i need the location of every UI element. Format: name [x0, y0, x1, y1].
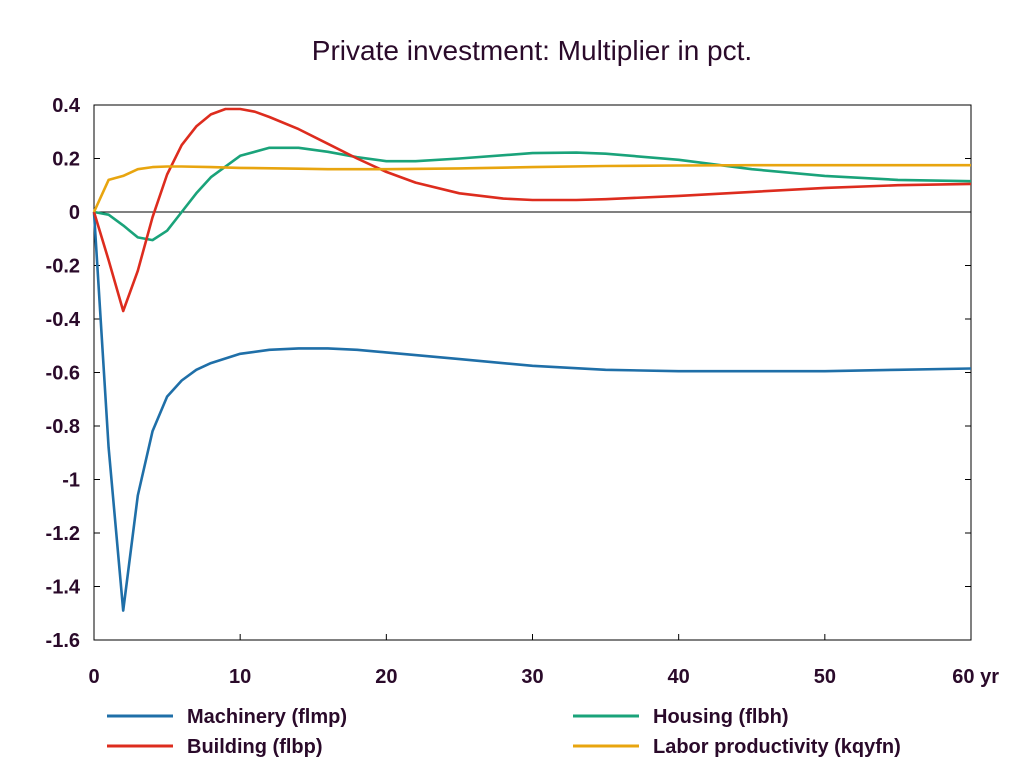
y-tick-label: -0.4 — [46, 309, 81, 331]
x-tick-label: 60 yr — [952, 666, 999, 688]
y-tick-label: -0.6 — [46, 363, 80, 385]
x-tick-label: 0 — [88, 666, 99, 688]
x-tick-label: 40 — [668, 666, 690, 688]
series-line — [92, 107, 972, 313]
y-tick-label: 0 — [69, 202, 80, 224]
x-tick-label: 10 — [229, 666, 251, 688]
series-line — [92, 211, 972, 612]
series-line — [93, 146, 972, 242]
legend-label: Machinery (flmp) — [187, 706, 347, 728]
x-tick-label: 50 — [814, 666, 836, 688]
chart-title: Private investment: Multiplier in pct. — [312, 35, 752, 66]
y-tick-label: -1.2 — [46, 523, 80, 545]
plot-area: 0.4 0.2 0 -0.2 -0.4 -0.6 -0.8 -1 -1.2 -1.4 -1.6 0 10… — [46, 95, 1000, 688]
plot-frame — [93, 104, 972, 641]
y-tick-label: -0.2 — [46, 256, 80, 278]
series-line — [92, 163, 971, 213]
y-tick-label: -0.8 — [46, 416, 80, 438]
y-tick-label: -1.6 — [46, 630, 80, 652]
legend-label: Labor productivity (kqyfn) — [653, 736, 901, 758]
y-tick-label: 0.2 — [52, 149, 80, 171]
x-tick-label: 30 — [521, 666, 543, 688]
y-tick-label: -1 — [62, 470, 80, 492]
legend-label: Housing (flbh) — [653, 706, 789, 728]
legend-label: Building (flbp) — [187, 736, 323, 758]
y-tick-label: -1.4 — [46, 577, 81, 599]
x-tick-label: 20 — [375, 666, 397, 688]
y-tick-label: 0.4 — [52, 95, 81, 117]
legend: Machinery (flmp) Housing (flbh) Building (… — [107, 706, 901, 758]
